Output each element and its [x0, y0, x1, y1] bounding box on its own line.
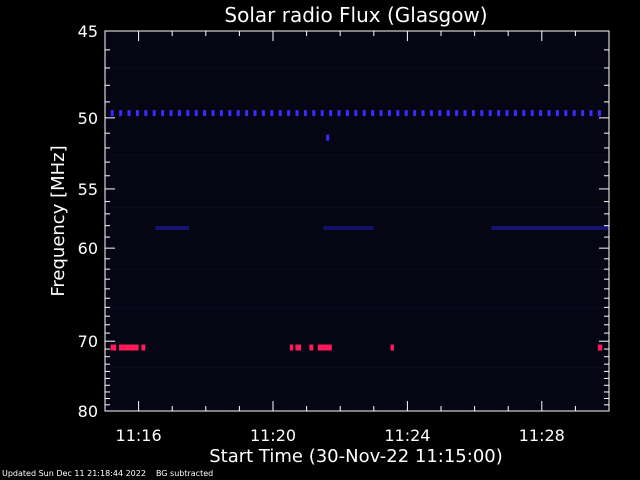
dotted-band-dot [186, 110, 190, 117]
dotted-band-dot [555, 110, 559, 117]
dotted-band-dot [530, 110, 534, 117]
dotted-band-dot [572, 110, 576, 117]
spectrogram-plot-area [105, 31, 609, 411]
dotted-band-dot [564, 110, 568, 117]
dotted-band-dot [119, 110, 123, 117]
dotted-band-dot [270, 110, 274, 117]
chart-title: Solar radio Flux (Glasgow) [224, 3, 487, 27]
dotted-band-dot [421, 110, 425, 117]
radio-burst [141, 344, 146, 351]
dotted-band-dot [211, 110, 215, 117]
dotted-band-dot [589, 110, 593, 117]
radio-burst [390, 344, 394, 351]
dotted-band-dot [245, 110, 249, 117]
faint-band [323, 225, 374, 230]
dotted-band-dot [488, 110, 492, 117]
dotted-band-dot [396, 110, 400, 117]
radio-burst [119, 344, 139, 351]
dotted-band-dot [152, 110, 156, 117]
dotted-band-dot [404, 110, 408, 117]
dotted-band-dot [471, 110, 475, 117]
y-tick-label: 45 [78, 22, 98, 41]
footer: Updated Sun Dec 11 21:18:44 2022 BG subtr… [2, 469, 223, 479]
dotted-band-dot [320, 110, 324, 117]
dotted-band-dot [505, 110, 509, 117]
dotted-band-dot [446, 110, 450, 117]
radio-burst [597, 344, 603, 351]
y-tick-label: 80 [78, 402, 98, 421]
radio-burst [317, 344, 332, 351]
y-tick-label: 60 [78, 239, 98, 258]
radio-burst [110, 344, 117, 351]
dotted-band-dot [438, 110, 442, 117]
radio-burst [326, 134, 330, 141]
dotted-band-dot [329, 110, 333, 117]
dotted-band-dot [261, 110, 265, 117]
spectrogram-features [110, 110, 609, 351]
dotted-band-dot [362, 110, 366, 117]
dotted-band-dot [203, 110, 207, 117]
dotted-band-dot [278, 110, 282, 117]
x-axis: 11:16 11:20 11:24 11:28 [116, 31, 576, 445]
dotted-band-dot [371, 110, 375, 117]
dotted-band-dot [135, 110, 139, 117]
dotted-band-dot [194, 110, 198, 117]
dotted-band-dot [480, 110, 484, 117]
x-tick-label: 11:24 [384, 426, 430, 445]
x-axis-label: Start Time (30-Nov-22 11:15:00) [209, 446, 503, 467]
radio-burst [289, 344, 294, 351]
x-tick-label: 11:16 [116, 426, 162, 445]
dotted-band-dot [539, 110, 543, 117]
dotted-band-dot [581, 110, 585, 117]
radio-burst [295, 344, 301, 351]
spectrogram-background [105, 31, 609, 411]
y-axis-label: Frequency [MHz] [48, 145, 69, 296]
dotted-band-dot [161, 110, 165, 117]
dotted-band-dot [177, 110, 181, 117]
plot-frame [104, 30, 610, 412]
dotted-band-dot [303, 110, 307, 117]
dotted-band-dot [387, 110, 391, 117]
dotted-band-dot [463, 110, 467, 117]
dotted-band-dot [345, 110, 349, 117]
radio-burst [309, 344, 314, 351]
x-tick-label: 11:28 [519, 426, 565, 445]
y-axis: 45 50 55 60 70 80 [78, 22, 609, 421]
dotted-band-dot [295, 110, 299, 117]
dotted-band-dot [497, 110, 501, 117]
dotted-band-dot [253, 110, 257, 117]
dotted-band-dot [312, 110, 316, 117]
dotted-band-dot [455, 110, 459, 117]
y-tick-label: 50 [78, 109, 98, 128]
dotted-band-dot [354, 110, 358, 117]
dotted-band-dot [287, 110, 291, 117]
dotted-band-dot [429, 110, 433, 117]
faint-band [155, 225, 189, 230]
dotted-band-dot [547, 110, 551, 117]
y-tick-label: 70 [78, 332, 98, 351]
dotted-band-dot [127, 110, 131, 117]
dotted-band-dot [522, 110, 526, 117]
dotted-band-dot [379, 110, 383, 117]
faint-band [491, 225, 609, 230]
dotted-band-dot [236, 110, 240, 117]
updated-timestamp: Updated Sun Dec 11 21:18:44 2022 [2, 469, 146, 478]
dotted-band-dot [337, 110, 341, 117]
dotted-band-dot [513, 110, 517, 117]
dotted-band-dot [219, 110, 223, 117]
dotted-band-dot [228, 110, 232, 117]
dotted-band-dot [597, 110, 601, 117]
dotted-band-dot [144, 110, 148, 117]
dotted-band-dot [413, 110, 417, 117]
dotted-band-dot [169, 110, 173, 117]
dotted-band-dot [110, 110, 114, 117]
bg-note: BG subtracted [155, 469, 214, 478]
y-tick-label: 55 [78, 180, 98, 199]
x-tick-label: 11:20 [250, 426, 296, 445]
